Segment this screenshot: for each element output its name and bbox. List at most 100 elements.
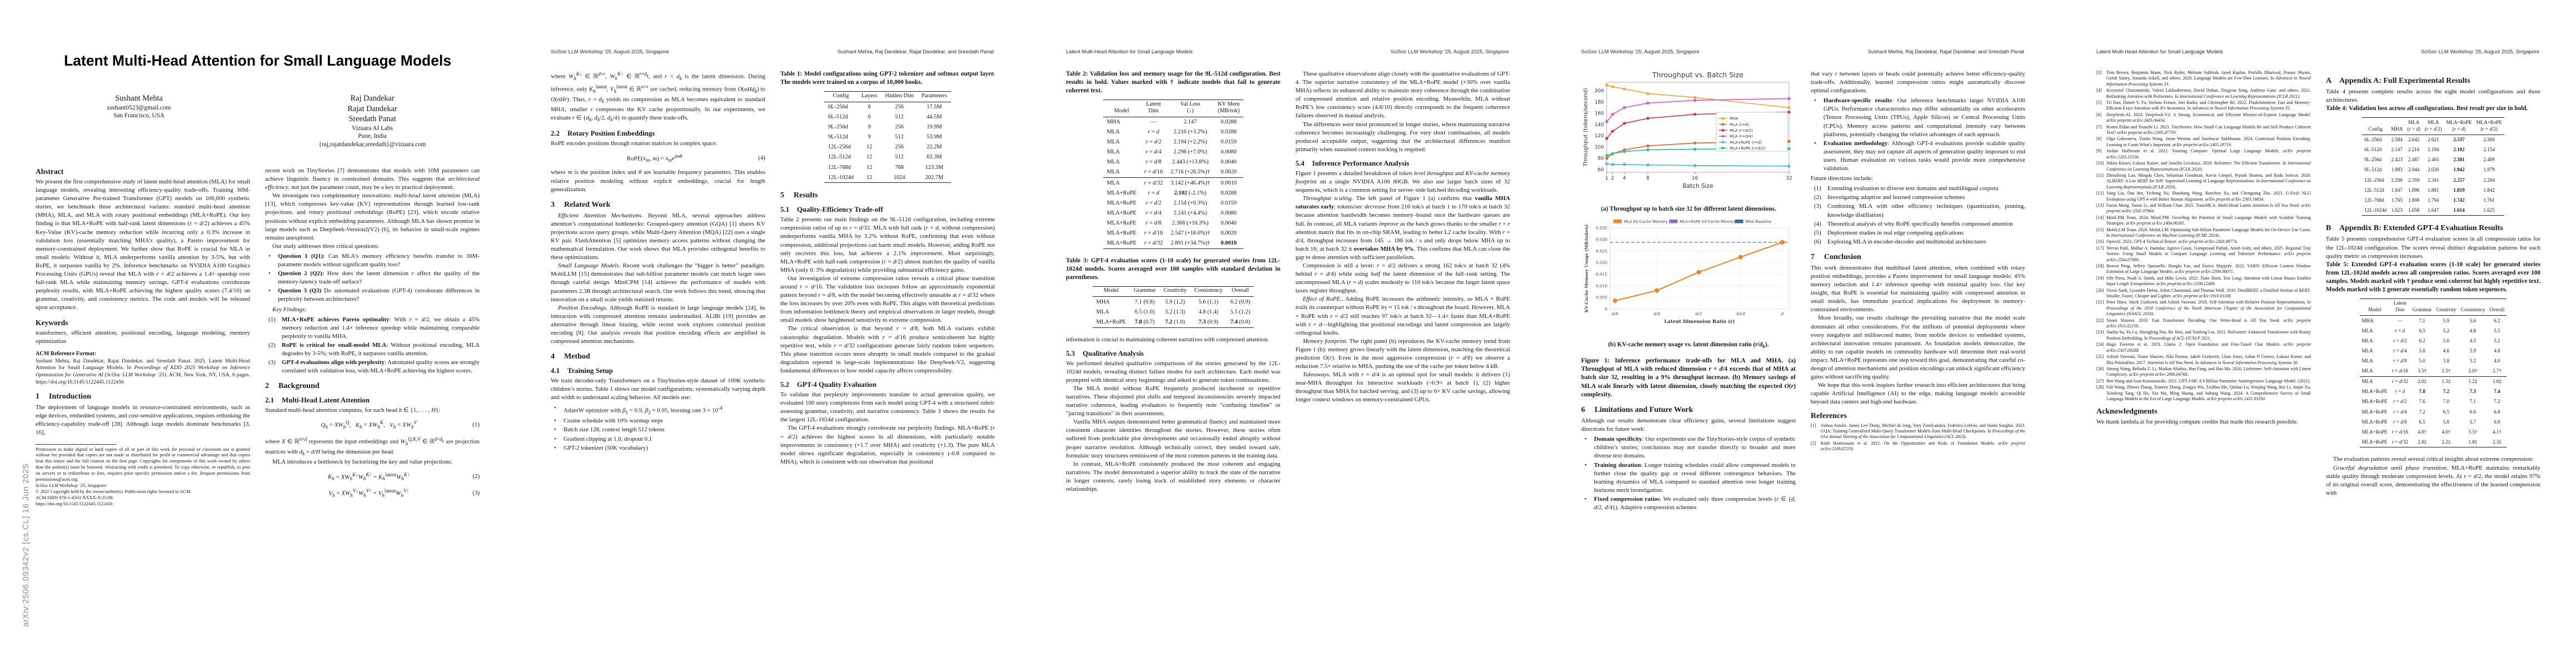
table-header-cell: Parameters bbox=[917, 91, 951, 102]
bullet-marker: • bbox=[1585, 495, 1587, 502]
table-cell: r = d/8 bbox=[1145, 159, 1162, 166]
reference-text: Fali Wang, Zhiwei Zhang, Xianren Zhang, … bbox=[2106, 385, 2311, 401]
table-cell: 1.6‡ bbox=[2487, 376, 2507, 387]
table-cell: 2.381 bbox=[2453, 157, 2465, 163]
svg-text:180: 180 bbox=[1595, 99, 1604, 105]
svg-text:140: 140 bbox=[1595, 122, 1604, 128]
reference-number: [12] bbox=[2096, 191, 2104, 196]
reference-number: [21] bbox=[2096, 300, 2104, 305]
table-cell: 2.584 bbox=[2391, 137, 2403, 143]
svg-text:MLA (r=d/4): MLA (r=d/4) bbox=[1730, 135, 1753, 139]
page-4-column-2: that vary r between layers or heads coul… bbox=[1811, 70, 2025, 645]
table-header-row: Model Grammar Creativity Consistency Overall bbox=[1092, 286, 1254, 297]
reference-text: Noam Shazeer. 2019. Fast Transformer Dec… bbox=[2106, 317, 2311, 329]
table-cell: MLA bbox=[1107, 169, 1120, 176]
numbered-text: Exploring MLA in encoder-decoder and mul… bbox=[1827, 238, 1986, 245]
table-cell: 19.9M bbox=[926, 124, 942, 131]
reference-item: [6] DeepSeek-AI. 2024. DeepSeek-V2: A Str… bbox=[2096, 112, 2311, 124]
table-cell: MLA+RoPE bbox=[1107, 210, 1137, 216]
table-cell: 3.142 (+46.4%)† bbox=[1167, 177, 1214, 188]
table-cell: 202.7M bbox=[925, 174, 944, 181]
equation-body: Kh = XWhK↓WhK↑ = KhlatentWhK↑ bbox=[327, 471, 410, 482]
table-row: MLA+RoPE r = d 7.8 7.2 7.3 7.4 bbox=[2360, 387, 2507, 397]
reference-item: [1] Joshua Ainslie, James Lee-Thorp, Mich… bbox=[1811, 423, 2025, 440]
number-marker: (4) bbox=[1814, 220, 1821, 227]
small-heading: ACM Reference Format: bbox=[36, 350, 96, 357]
reference-item: [5] Tri Dao, Daniel Y. Fu, Stefano Ermon,… bbox=[2096, 100, 2311, 112]
table-cell: 0.0288 bbox=[1214, 116, 1244, 127]
table-row: MLA r = d/16 3.5† 2.5† 2.0† 2.7† bbox=[2360, 366, 2507, 377]
table-cell: 44.5M bbox=[926, 114, 942, 121]
running-header-left: Latent Multi-Head Attention for Small La… bbox=[2096, 49, 2223, 54]
table-cell: 5.0 bbox=[2443, 337, 2449, 344]
table-cell: MLA+RoPE bbox=[2361, 429, 2388, 435]
table-cell: r = d/16 bbox=[2391, 429, 2408, 435]
subsection-heading: Abstract bbox=[36, 167, 64, 176]
numbered-text: GPT-4 evaluations align with perplexity:… bbox=[282, 359, 480, 375]
number-marker: (2) bbox=[1814, 194, 1821, 201]
table-cell: 512 bbox=[895, 114, 904, 121]
table-row: 12L-1024d 12 1024 202.7M bbox=[824, 172, 951, 183]
table-cell: 0.0040 bbox=[1220, 220, 1237, 226]
table-cell: 1.896 bbox=[2408, 187, 2420, 193]
numbered-item: (5) Deployment studies in real edge compu… bbox=[1814, 229, 2025, 237]
table-cell: MLA bbox=[2361, 348, 2373, 354]
svg-text:MLA KV-Cache Memory: MLA KV-Cache Memory bbox=[1624, 220, 1668, 224]
table-cell: 4.5 bbox=[2469, 337, 2476, 344]
table-cell: 0.0010 bbox=[1214, 177, 1244, 188]
table-row: MLA+RoPE r = d/32 2.8‡ 2.2‡ 1.8‡ 2.3‡ bbox=[2360, 437, 2507, 447]
author-info: Vizuara AI Labs bbox=[352, 125, 393, 132]
reference-text: Olga Golovneva, Tianlu Wang, Jason Westo… bbox=[2106, 136, 2311, 147]
reference-number: [10] bbox=[2096, 161, 2104, 166]
reference-number: [20] bbox=[2096, 287, 2104, 293]
page-5-column-2: A Appendix A: Full Experimental Results Ta… bbox=[2326, 70, 2540, 645]
numbered-text: RoPE is critical for small-model MLA: Wi… bbox=[282, 341, 480, 357]
paragraph: Our study addresses three critical quest… bbox=[272, 242, 380, 250]
table-cell: r = d/16 bbox=[2391, 368, 2408, 374]
table-cell: 12L-768d bbox=[2364, 197, 2384, 203]
reference-text: Ashish Vaswani, Noam Shazeer, Niki Parma… bbox=[2106, 354, 2311, 365]
section-heading: 2 Background bbox=[265, 382, 320, 391]
table-cell: 7.6 bbox=[2419, 399, 2425, 405]
equation-number: (4) bbox=[758, 155, 765, 162]
table-cell: MLA+RoPE bbox=[1096, 318, 1126, 325]
table-cell: r = d/8 bbox=[2393, 419, 2407, 425]
reference-number: [26] bbox=[2096, 366, 2104, 371]
running-header-left: SciSoc LLM Workshop '25, August 2025, Si… bbox=[551, 49, 669, 54]
section-heading: 1 Introduction bbox=[36, 392, 91, 401]
equation-number: (3) bbox=[472, 490, 480, 497]
reference-number: [19] bbox=[2096, 275, 2104, 281]
table-cell: r = d/4 bbox=[1145, 210, 1162, 216]
bullet-text: Batch size 128, context length 512 token… bbox=[564, 426, 665, 434]
footnote-rule bbox=[36, 444, 117, 445]
table-row: MLA+RoPE r = d/8 2.368 (+10.3%) 0.0040 bbox=[1103, 218, 1244, 228]
table-cell: 2.5† bbox=[2442, 368, 2451, 374]
table-cell: — bbox=[2389, 315, 2410, 326]
svg-text:0.025: 0.025 bbox=[1596, 249, 1607, 254]
table-row: MLA r = d/16 2.716 (+26.5%)† 0.0020 bbox=[1103, 167, 1244, 178]
table-cell: 9 bbox=[868, 134, 871, 141]
svg-text:MLA+RoPE (r=d): MLA+RoPE (r=d) bbox=[1730, 140, 1762, 145]
table-cell: 2.465 bbox=[2428, 157, 2439, 163]
reference-item: [26] Sinong Wang, Belinda Z. Li, Madian K… bbox=[2096, 366, 2311, 378]
reference-list: [1] Joshua Ainslie, James Lee-Thorp, Mich… bbox=[1811, 423, 2025, 452]
table-cell: 256 bbox=[895, 124, 904, 131]
table-cell: MLA+RoPE bbox=[2361, 399, 2388, 405]
reference-text: Sinong Wang, Belinda Z. Li, Madian Khabs… bbox=[2106, 366, 2311, 377]
table-cell: 5.7 bbox=[2469, 419, 2476, 425]
table-cell: 1.2‡ bbox=[2458, 376, 2488, 387]
table-cell: 12L-768d bbox=[828, 164, 851, 171]
table-cell: 2.044 bbox=[2408, 167, 2420, 173]
section-heading: 7 Conclusion bbox=[1811, 252, 1861, 261]
svg-text:80: 80 bbox=[1598, 156, 1605, 162]
paragraph: where m is the position index and θ are … bbox=[551, 169, 765, 193]
reference-item: [3] Tom Brown, Benjamin Mann, Nick Ryder,… bbox=[2096, 70, 2311, 87]
bullet-item: • GPT-2 tokenizer (50K vocabulary) bbox=[554, 444, 765, 452]
bullet-marker: • bbox=[268, 287, 271, 295]
table-row: 12L-512d 12 512 63.3M bbox=[824, 152, 951, 162]
table-cell: 5.8 bbox=[2419, 348, 2425, 354]
page-2-column-1: where WhK↓ ∈ ℝd×r, WhK↑ ∈ ℝr×dk, and r <… bbox=[551, 70, 765, 645]
table-header-cell: Config bbox=[824, 91, 858, 102]
reference-text: Nikita Kitaev, Łukasz Kaiser, and Anselm… bbox=[2106, 161, 2311, 172]
table-cell: 4.6 bbox=[2443, 348, 2449, 354]
